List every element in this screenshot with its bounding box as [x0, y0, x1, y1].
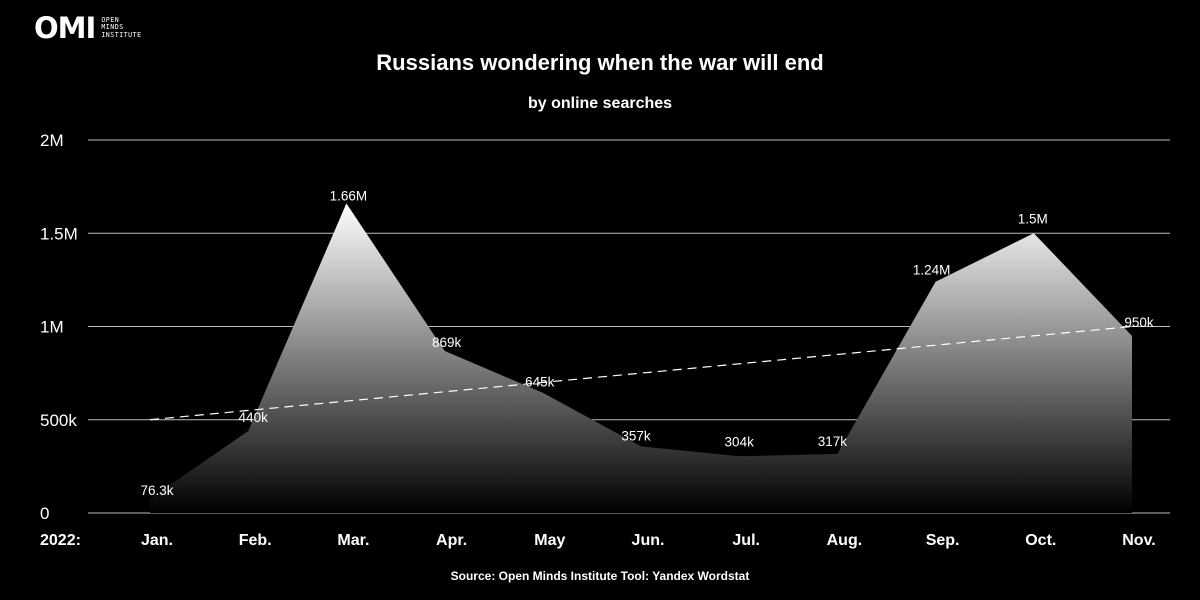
- data-label: 76.3k: [140, 483, 173, 498]
- data-label: 645k: [525, 375, 555, 390]
- y-tick-label: 1.5M: [40, 224, 78, 243]
- x-tick-label: May: [534, 532, 565, 549]
- x-tick-label: Feb.: [239, 532, 272, 549]
- y-tick-label: 1M: [40, 318, 64, 337]
- logo-text: OPEN MINDS INSTITUTE: [101, 15, 142, 39]
- y-tick-label: 2M: [40, 131, 64, 150]
- data-label: 1.5M: [1018, 211, 1048, 226]
- logo-mark: OMI: [34, 11, 96, 45]
- year-label: 2022:: [40, 532, 81, 549]
- data-label: 357k: [621, 428, 651, 443]
- data-label: 440k: [239, 410, 269, 425]
- x-tick-label: Nov.: [1122, 532, 1155, 549]
- omi-logo: OMI OPEN MINDS INSTITUTE: [34, 11, 142, 45]
- x-tick-label: Mar.: [337, 532, 369, 549]
- y-tick-label: 0: [40, 504, 49, 523]
- data-label: 869k: [432, 335, 462, 350]
- data-label: 1.24M: [913, 263, 951, 278]
- x-tick-label: Aug.: [827, 532, 863, 549]
- area-series: [150, 203, 1132, 513]
- x-tick-label: Jun.: [632, 532, 665, 549]
- source-note: Source: Open Minds Institute Tool: Yande…: [450, 569, 750, 583]
- data-label: 317k: [818, 434, 848, 449]
- data-label: 1.66M: [330, 188, 368, 203]
- x-tick-label: Sep.: [926, 532, 960, 549]
- x-tick-label: Apr.: [436, 532, 467, 549]
- x-tick-label: Oct.: [1025, 532, 1056, 549]
- chart-subtitle: by online searches: [527, 95, 673, 112]
- data-label: 304k: [725, 434, 755, 449]
- x-tick-label: Jan.: [141, 532, 173, 549]
- y-tick-label: 500k: [40, 411, 77, 430]
- chart-title: Russians wondering when the war will end: [376, 50, 824, 75]
- x-tick-label: Jul.: [732, 532, 760, 549]
- data-label: 950k: [1124, 315, 1154, 330]
